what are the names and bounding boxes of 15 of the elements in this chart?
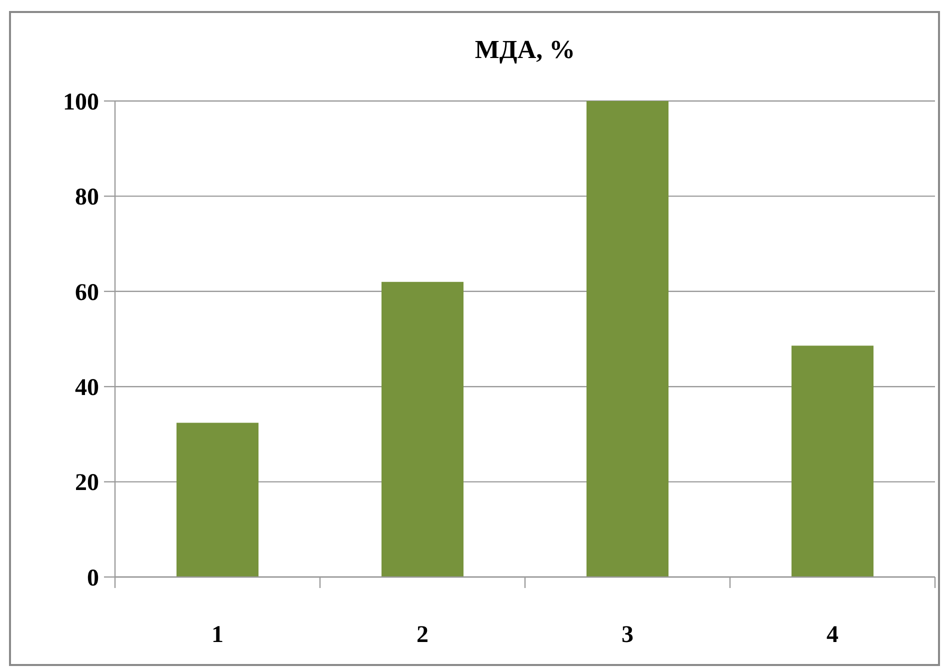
y-tick-label: 80 xyxy=(75,184,99,211)
x-tick-label: 1 xyxy=(212,622,224,648)
x-tick-label: 2 xyxy=(416,622,428,648)
x-tick-label: 4 xyxy=(826,622,838,648)
x-tick-label: 3 xyxy=(622,622,634,648)
y-tick-label: 0 xyxy=(87,565,99,592)
y-tick-label: 60 xyxy=(75,280,99,306)
bar xyxy=(176,422,258,577)
bar xyxy=(792,346,874,577)
y-tick-label: 20 xyxy=(75,470,99,496)
bar xyxy=(586,101,668,577)
bar xyxy=(382,282,464,577)
chart-title: МДА, % xyxy=(474,35,576,64)
y-tick-label: 100 xyxy=(63,89,99,116)
y-tick-label: 40 xyxy=(75,375,99,401)
